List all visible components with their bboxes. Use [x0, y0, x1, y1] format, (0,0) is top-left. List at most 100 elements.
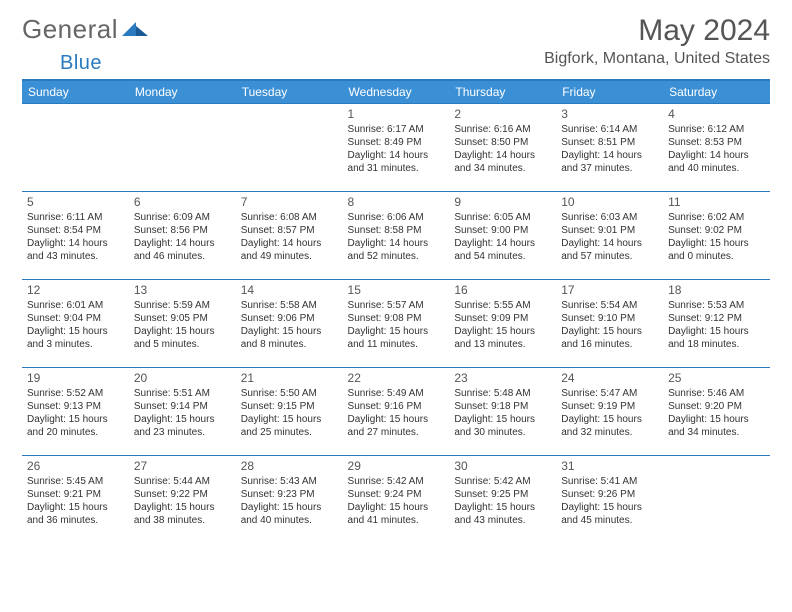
day-number: 14	[241, 283, 338, 297]
day-number: 7	[241, 195, 338, 209]
day-number: 9	[454, 195, 551, 209]
day-info: Sunrise: 6:11 AMSunset: 8:54 PMDaylight:…	[27, 211, 124, 263]
day-info: Sunrise: 5:43 AMSunset: 9:23 PMDaylight:…	[241, 475, 338, 527]
calendar-cell: 20Sunrise: 5:51 AMSunset: 9:14 PMDayligh…	[129, 368, 236, 456]
day-number: 19	[27, 371, 124, 385]
calendar-cell: 4 Sunrise: 6:12 AMSunset: 8:53 PMDaylight…	[663, 104, 770, 192]
calendar-row: 26Sunrise: 5:45 AMSunset: 9:21 PMDayligh…	[22, 456, 770, 544]
calendar-cell: 24 Sunrise: 5:47 AMSunset: 9:19 PMDayligh…	[556, 368, 663, 456]
logo: General	[22, 14, 148, 45]
day-number: 29	[348, 459, 445, 473]
calendar-cell: 25 Sunrise: 5:46 AMSunset: 9:20 PMDayligh…	[663, 368, 770, 456]
day-info: Sunrise: 6:09 AMSunset: 8:56 PMDaylight:…	[134, 211, 231, 263]
calendar-cell: 31 Sunrise: 5:41 AMSunset: 9:26 PMDayligh…	[556, 456, 663, 544]
day-info: Sunrise: 5:47 AMSunset: 9:19 PMDaylight:…	[561, 387, 658, 439]
calendar-row: 12Sunrise: 6:01 AMSunset: 9:04 PMDayligh…	[22, 280, 770, 368]
location: Bigfork, Montana, United States	[544, 50, 770, 68]
calendar-cell: 26Sunrise: 5:45 AMSunset: 9:21 PMDayligh…	[22, 456, 129, 544]
day-info: Sunrise: 5:53 AMSunset: 9:12 PMDaylight:…	[668, 299, 765, 351]
calendar-cell: 17Sunrise: 5:54 AMSunset: 9:10 PMDayligh…	[556, 280, 663, 368]
day-info: Sunrise: 5:49 AMSunset: 9:16 PMDaylight:…	[348, 387, 445, 439]
day-info: Sunrise: 6:14 AMSunset: 8:51 PMDaylight:…	[561, 123, 658, 175]
day-number: 24	[561, 371, 658, 385]
logo-text-a: General	[22, 14, 118, 45]
day-info: Sunrise: 6:16 AMSunset: 8:50 PMDaylight:…	[454, 123, 551, 175]
day-number: 1	[348, 107, 445, 121]
day-number: 23	[454, 371, 551, 385]
day-info: Sunrise: 5:45 AMSunset: 9:21 PMDaylight:…	[27, 475, 124, 527]
day-number: 16	[454, 283, 551, 297]
logo-text-b: Blue	[60, 52, 102, 75]
day-info: Sunrise: 5:52 AMSunset: 9:13 PMDaylight:…	[27, 387, 124, 439]
day-number: 22	[348, 371, 445, 385]
day-info: Sunrise: 5:57 AMSunset: 9:08 PMDaylight:…	[348, 299, 445, 351]
day-number: 15	[348, 283, 445, 297]
day-number: 18	[668, 283, 765, 297]
day-number: 11	[668, 195, 765, 209]
calendar-body: 1Sunrise: 6:17 AMSunset: 8:49 PMDaylight…	[22, 104, 770, 544]
calendar-cell: 8 Sunrise: 6:06 AMSunset: 8:58 PMDaylight…	[343, 192, 450, 280]
calendar-cell	[663, 456, 770, 544]
day-number: 10	[561, 195, 658, 209]
day-info: Sunrise: 5:55 AMSunset: 9:09 PMDaylight:…	[454, 299, 551, 351]
day-info: Sunrise: 5:42 AMSunset: 9:24 PMDaylight:…	[348, 475, 445, 527]
day-number: 30	[454, 459, 551, 473]
day-header-row: SundayMondayTuesdayWednesdayThursdayFrid…	[22, 81, 770, 104]
day-header: Sunday	[22, 81, 129, 104]
day-info: Sunrise: 5:50 AMSunset: 9:15 PMDaylight:…	[241, 387, 338, 439]
day-info: Sunrise: 5:46 AMSunset: 9:20 PMDaylight:…	[668, 387, 765, 439]
day-info: Sunrise: 5:41 AMSunset: 9:26 PMDaylight:…	[561, 475, 658, 527]
calendar-cell: 28 Sunrise: 5:43 AMSunset: 9:23 PMDayligh…	[236, 456, 343, 544]
day-number: 6	[134, 195, 231, 209]
calendar-cell: 9 Sunrise: 6:05 AMSunset: 9:00 PMDaylight…	[449, 192, 556, 280]
calendar-cell: 12Sunrise: 6:01 AMSunset: 9:04 PMDayligh…	[22, 280, 129, 368]
calendar-cell: 19 Sunrise: 5:52 AMSunset: 9:13 PMDayligh…	[22, 368, 129, 456]
calendar-row: 19 Sunrise: 5:52 AMSunset: 9:13 PMDayligh…	[22, 368, 770, 456]
day-number: 28	[241, 459, 338, 473]
day-info: Sunrise: 5:44 AMSunset: 9:22 PMDaylight:…	[134, 475, 231, 527]
day-number: 20	[134, 371, 231, 385]
calendar-cell: 6 Sunrise: 6:09 AMSunset: 8:56 PMDaylight…	[129, 192, 236, 280]
month-title: May 2024	[544, 14, 770, 48]
day-number: 4	[668, 107, 765, 121]
day-number: 27	[134, 459, 231, 473]
title-block: May 2024 Bigfork, Montana, United States	[544, 14, 770, 68]
calendar-cell: 30 Sunrise: 5:42 AMSunset: 9:25 PMDayligh…	[449, 456, 556, 544]
day-header: Tuesday	[236, 81, 343, 104]
calendar-cell: 22 Sunrise: 5:49 AMSunset: 9:16 PMDayligh…	[343, 368, 450, 456]
day-header: Saturday	[663, 81, 770, 104]
day-info: Sunrise: 6:12 AMSunset: 8:53 PMDaylight:…	[668, 123, 765, 175]
calendar-cell: 29 Sunrise: 5:42 AMSunset: 9:24 PMDayligh…	[343, 456, 450, 544]
calendar-cell: 27 Sunrise: 5:44 AMSunset: 9:22 PMDayligh…	[129, 456, 236, 544]
day-number: 8	[348, 195, 445, 209]
day-number: 25	[668, 371, 765, 385]
day-info: Sunrise: 6:02 AMSunset: 9:02 PMDaylight:…	[668, 211, 765, 263]
day-header: Monday	[129, 81, 236, 104]
day-number: 13	[134, 283, 231, 297]
calendar-cell: 13 Sunrise: 5:59 AMSunset: 9:05 PMDayligh…	[129, 280, 236, 368]
day-info: Sunrise: 5:42 AMSunset: 9:25 PMDaylight:…	[454, 475, 551, 527]
logo-mark-icon	[122, 14, 148, 45]
day-header: Wednesday	[343, 81, 450, 104]
calendar-cell: 1Sunrise: 6:17 AMSunset: 8:49 PMDaylight…	[343, 104, 450, 192]
day-info: Sunrise: 6:03 AMSunset: 9:01 PMDaylight:…	[561, 211, 658, 263]
calendar-cell: 5 Sunrise: 6:11 AMSunset: 8:54 PMDaylight…	[22, 192, 129, 280]
day-info: Sunrise: 6:06 AMSunset: 8:58 PMDaylight:…	[348, 211, 445, 263]
calendar-cell: 18 Sunrise: 5:53 AMSunset: 9:12 PMDayligh…	[663, 280, 770, 368]
day-number: 5	[27, 195, 124, 209]
calendar-cell: 2 Sunrise: 6:16 AMSunset: 8:50 PMDaylight…	[449, 104, 556, 192]
calendar-cell	[236, 104, 343, 192]
day-number: 12	[27, 283, 124, 297]
day-info: Sunrise: 6:05 AMSunset: 9:00 PMDaylight:…	[454, 211, 551, 263]
calendar-cell: 23 Sunrise: 5:48 AMSunset: 9:18 PMDayligh…	[449, 368, 556, 456]
calendar-cell: 15 Sunrise: 5:57 AMSunset: 9:08 PMDayligh…	[343, 280, 450, 368]
calendar-cell: 3Sunrise: 6:14 AMSunset: 8:51 PMDaylight…	[556, 104, 663, 192]
day-number: 31	[561, 459, 658, 473]
calendar-row: 5 Sunrise: 6:11 AMSunset: 8:54 PMDaylight…	[22, 192, 770, 280]
calendar-row: 1Sunrise: 6:17 AMSunset: 8:49 PMDaylight…	[22, 104, 770, 192]
day-number: 2	[454, 107, 551, 121]
day-info: Sunrise: 5:59 AMSunset: 9:05 PMDaylight:…	[134, 299, 231, 351]
day-number: 21	[241, 371, 338, 385]
calendar-cell: 14Sunrise: 5:58 AMSunset: 9:06 PMDayligh…	[236, 280, 343, 368]
day-info: Sunrise: 5:48 AMSunset: 9:18 PMDaylight:…	[454, 387, 551, 439]
